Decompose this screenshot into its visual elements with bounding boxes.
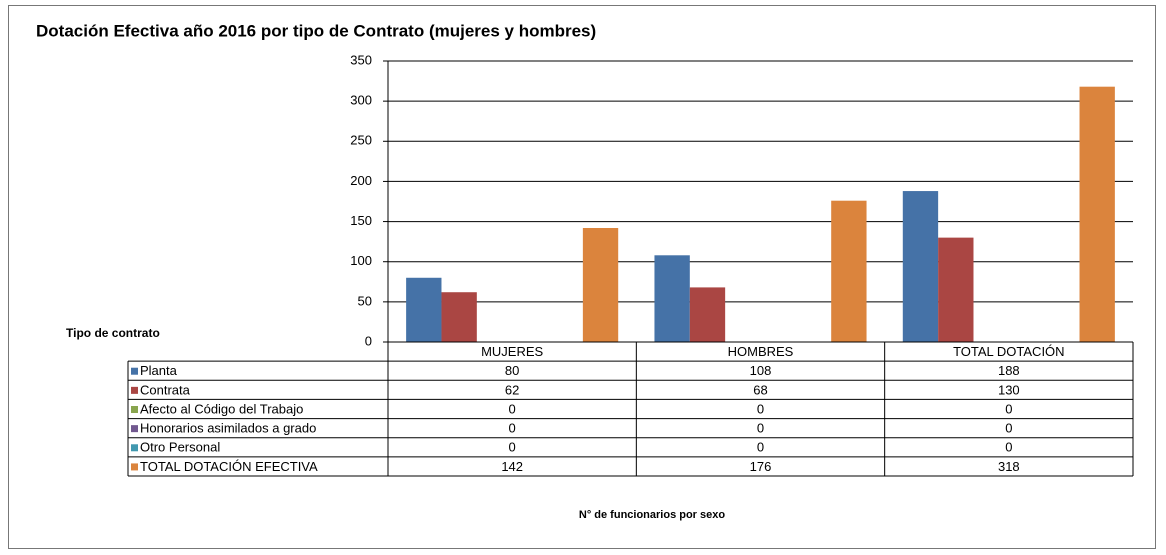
bar (654, 255, 690, 342)
x-axis-title: N° de funcionarios por sexo (579, 509, 725, 521)
table-value: 188 (998, 363, 1020, 378)
legend-key (131, 463, 138, 471)
table-value: 176 (750, 459, 772, 474)
legend-label: TOTAL DOTACIÓN EFECTIVA (140, 459, 318, 474)
table-value: 0 (509, 440, 516, 455)
table-value: 80 (505, 363, 519, 378)
table-value: 0 (1005, 421, 1012, 436)
bar (938, 237, 974, 342)
legend-key (131, 386, 138, 394)
table-value: 0 (509, 401, 516, 416)
legend-key (131, 367, 138, 375)
bar (902, 191, 939, 342)
legend-key (131, 444, 138, 452)
y-tick-label: 0 (365, 333, 372, 348)
legend-key (131, 406, 138, 413)
legend-key (131, 425, 138, 433)
table-value: 130 (998, 382, 1020, 397)
legend-label: Contrata (140, 382, 191, 397)
table-value: 0 (757, 401, 764, 416)
bar (406, 277, 442, 342)
legend-label: Honorarios asimilados a grado (140, 421, 316, 436)
bar (582, 227, 619, 342)
table-value: 68 (753, 382, 767, 397)
y-tick-label: 300 (350, 93, 372, 108)
table-value: 142 (501, 459, 523, 474)
table-value: 108 (750, 363, 772, 378)
bar (1079, 86, 1115, 342)
table-value: 0 (1005, 401, 1012, 416)
legend-label: Planta (140, 363, 178, 378)
x-tick-label: MUJERES (481, 344, 543, 359)
bar (441, 292, 477, 342)
y-tick-label: 200 (350, 173, 372, 188)
x-tick-label: HOMBRES (728, 344, 794, 359)
legend-label: Otro Personal (140, 440, 220, 455)
table-value: 0 (757, 440, 764, 455)
y-tick-label: 50 (358, 293, 372, 308)
chart-title: Dotación Efectiva año 2016 por tipo de C… (36, 21, 596, 40)
y-tick-label: 100 (350, 253, 372, 268)
bar (831, 200, 867, 342)
legend-label: Afecto al Código del Trabajo (140, 401, 303, 416)
y-tick-label: 250 (350, 133, 372, 148)
table-value: 318 (998, 459, 1020, 474)
y-tick-label: 150 (350, 213, 372, 228)
table-value: 0 (1005, 440, 1012, 455)
table-value: 0 (757, 421, 764, 436)
x-tick-label: TOTAL DOTACIÓN (953, 344, 1064, 359)
table-value: 62 (505, 382, 519, 397)
table-value: 0 (509, 421, 516, 436)
bar (689, 287, 726, 342)
y-tick-label: 350 (350, 52, 372, 67)
table-label: Tipo de contrato (66, 326, 160, 340)
